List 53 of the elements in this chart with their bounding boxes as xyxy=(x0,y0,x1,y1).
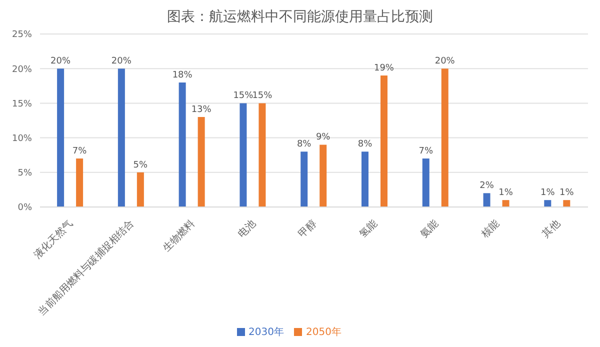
data-label: 8% xyxy=(358,140,373,150)
data-label: 2% xyxy=(480,181,494,192)
y-tick-label: 15% xyxy=(12,99,32,110)
bar xyxy=(76,158,84,207)
bar xyxy=(118,68,125,207)
data-label: 5% xyxy=(133,160,148,170)
bar xyxy=(544,200,552,207)
data-label: 9% xyxy=(316,132,331,143)
bar xyxy=(300,152,308,207)
bar xyxy=(422,158,430,207)
data-label: 20% xyxy=(434,56,456,67)
bar xyxy=(320,144,327,207)
data-label: 7% xyxy=(418,146,434,157)
y-tick-label: 20% xyxy=(12,64,32,75)
bar xyxy=(136,172,144,207)
bar xyxy=(361,152,368,207)
y-tick-label: 0% xyxy=(18,203,32,214)
data-label: 20% xyxy=(111,56,132,67)
y-tick-label: 25% xyxy=(12,30,32,40)
data-label: 15% xyxy=(252,91,273,102)
x-tick-label: 氨能 xyxy=(418,217,441,240)
x-tick-label: 氢能 xyxy=(357,217,380,240)
data-label: 15% xyxy=(233,91,254,102)
bar xyxy=(483,193,490,207)
x-tick-label: 甲醇 xyxy=(296,217,319,240)
legend-label: 2030年 xyxy=(248,327,284,338)
data-label: 1% xyxy=(498,188,514,198)
bar xyxy=(563,200,570,207)
x-tick-label: 核能 xyxy=(478,217,502,241)
data-label: 19% xyxy=(374,64,394,74)
bar xyxy=(198,117,205,207)
data-label: 8% xyxy=(296,140,312,150)
data-label: 13% xyxy=(191,105,212,116)
bar xyxy=(240,103,247,207)
bar xyxy=(441,68,448,207)
legend-label: 2050年 xyxy=(306,327,342,338)
x-tick-label: 生物燃料 xyxy=(160,217,198,254)
x-tick-label: 其他 xyxy=(540,217,563,240)
bar xyxy=(57,68,64,207)
x-tick-label: 液化天然气 xyxy=(32,217,76,262)
data-label: 1% xyxy=(540,188,556,198)
bar xyxy=(178,82,186,207)
y-tick-label: 5% xyxy=(18,168,32,179)
bar xyxy=(258,103,266,207)
bar xyxy=(502,200,510,207)
data-label: 7% xyxy=(72,146,88,157)
data-label: 20% xyxy=(50,56,71,67)
x-tick-label: 电池 xyxy=(235,217,258,240)
data-label: 18% xyxy=(172,70,193,80)
data-label: 1% xyxy=(560,188,574,198)
bar xyxy=(380,76,388,207)
y-tick-label: 10% xyxy=(12,134,32,144)
chart-title: 图表：航运燃料中不同能源使用量占比预测 xyxy=(166,8,434,26)
